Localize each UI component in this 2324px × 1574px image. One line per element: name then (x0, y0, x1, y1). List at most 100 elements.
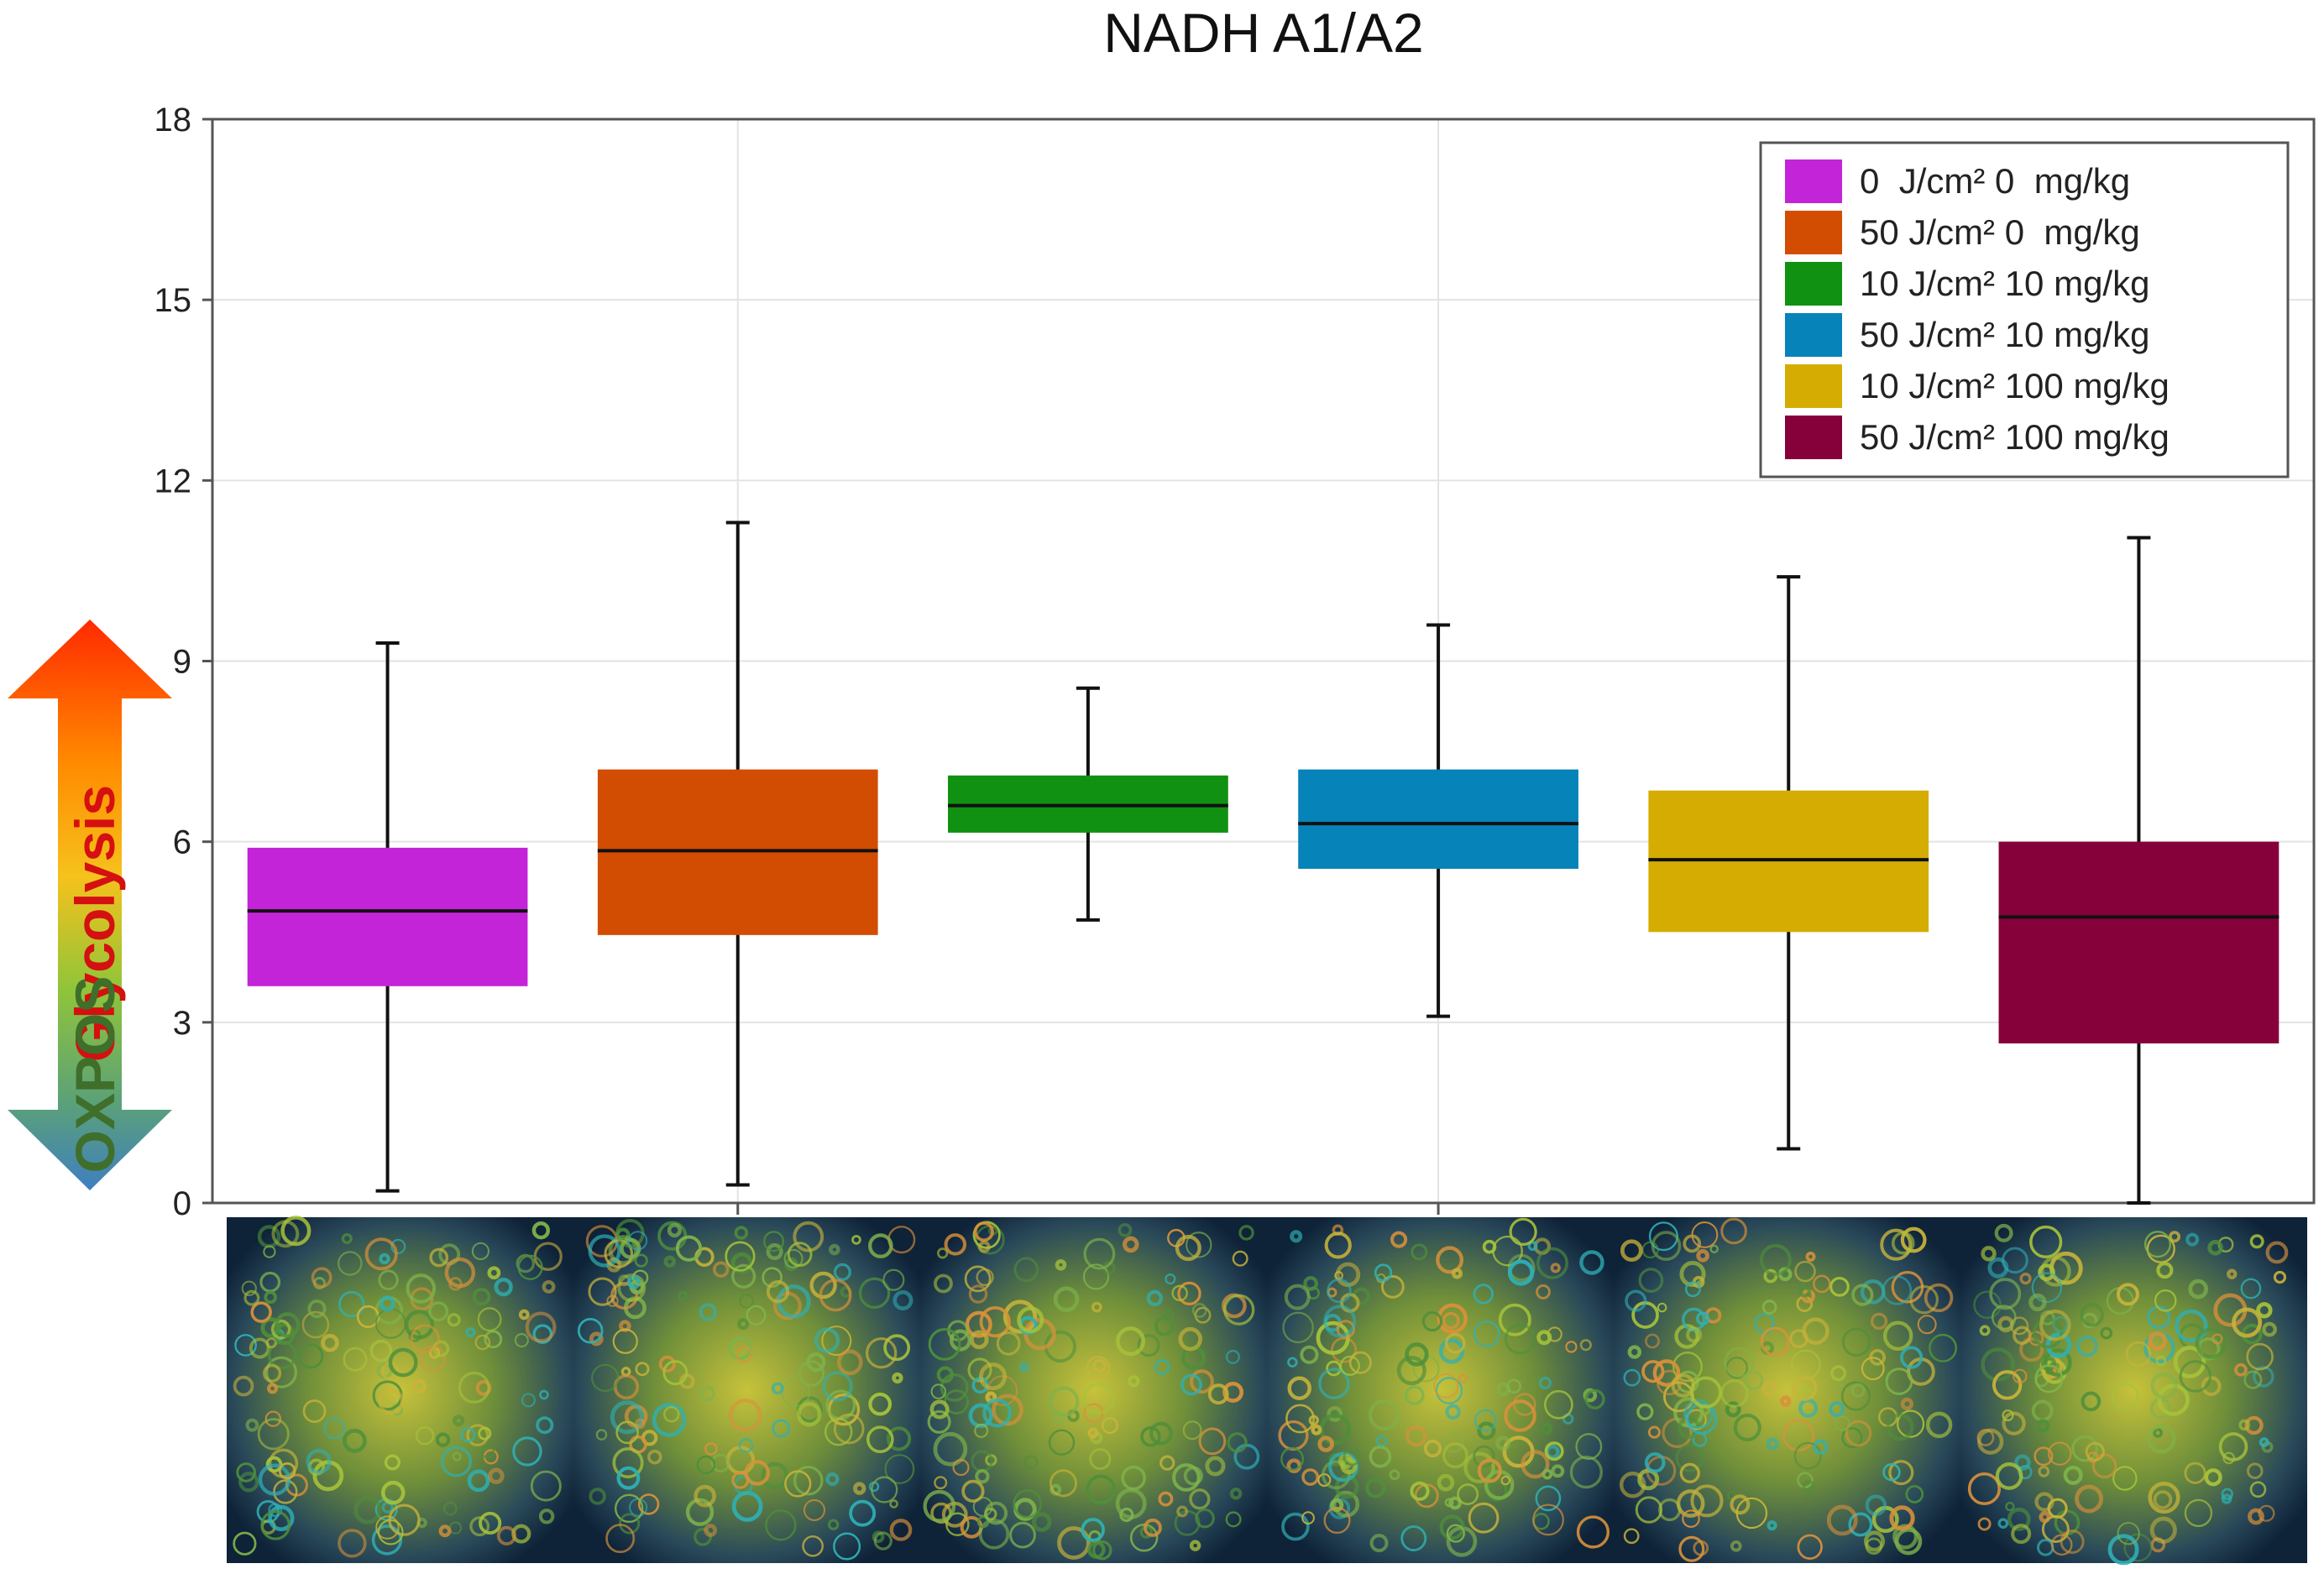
cell (1995, 1462, 2023, 1490)
cell (1023, 1455, 1039, 1470)
cell (1287, 1376, 1311, 1400)
cell (730, 1252, 753, 1274)
cell (699, 1386, 715, 1402)
cell (1128, 1375, 1140, 1388)
cell (2031, 1272, 2063, 1303)
legend-label: 50 J/cm² 100 mg/kg (1860, 417, 2170, 457)
cell (1102, 1417, 1118, 1435)
cell (1805, 1252, 1816, 1262)
cell (961, 1479, 985, 1503)
cell (1813, 1439, 1829, 1455)
cell (1569, 1456, 1603, 1489)
cell (738, 1438, 754, 1453)
cell (1584, 1388, 1605, 1409)
cell (797, 1401, 822, 1427)
cell (731, 1263, 756, 1289)
cell (704, 1524, 718, 1537)
cell (1539, 1422, 1553, 1435)
cell (663, 1405, 680, 1423)
cell (1760, 1326, 1790, 1357)
cell (1227, 1432, 1248, 1453)
legend-swatch (1785, 364, 1842, 408)
cell (1829, 1401, 1845, 1417)
y-tick-label: 18 (154, 102, 192, 139)
cell (1400, 1525, 1427, 1551)
cell (1507, 1259, 1535, 1286)
cell (1979, 1325, 1991, 1336)
legend-label: 50 J/cm² 0 mg/kg (1860, 212, 2140, 252)
cell (2123, 1533, 2153, 1562)
cell (1496, 1382, 1511, 1397)
box-4 (1298, 623, 1578, 1018)
cell (1647, 1425, 1661, 1439)
cell (712, 1261, 730, 1278)
cell (465, 1327, 476, 1338)
cell (605, 1524, 636, 1554)
cell (1123, 1236, 1139, 1253)
cell (238, 1472, 259, 1493)
cell (2211, 1333, 2223, 1345)
cell (1435, 1377, 1463, 1404)
microscopy-image-strip (227, 1216, 2307, 1566)
cell (2243, 1370, 2263, 1389)
cell (882, 1268, 905, 1291)
cell (1301, 1511, 1315, 1525)
cell (1504, 1323, 1536, 1355)
cell (1730, 1540, 1742, 1552)
cell (479, 1511, 502, 1535)
cell (2253, 1366, 2274, 1388)
cell (1619, 1471, 1646, 1498)
cell (929, 1399, 950, 1420)
cell (833, 1263, 851, 1281)
cell (1182, 1420, 1202, 1441)
cell (1282, 1311, 1314, 1344)
cell (1175, 1235, 1201, 1262)
cell (2259, 1437, 2269, 1447)
cell (2155, 1355, 2167, 1367)
y-tick-label: 12 (154, 463, 192, 499)
cell (1900, 1226, 1927, 1253)
cell (1657, 1302, 1667, 1313)
cell (1544, 1441, 1564, 1462)
cell (944, 1233, 967, 1256)
cell (627, 1231, 648, 1251)
cell (1794, 1260, 1816, 1283)
cell (2244, 1415, 2264, 1435)
cell (725, 1241, 756, 1272)
plot-frame (211, 118, 2316, 1205)
cell (889, 1519, 913, 1541)
cell (390, 1238, 406, 1254)
cell (1900, 1397, 1913, 1411)
cell (1679, 1462, 1700, 1483)
cell (2204, 1468, 2222, 1487)
cell (1967, 1472, 2001, 1506)
cell (415, 1425, 435, 1446)
cell (1057, 1526, 1091, 1560)
cell (1636, 1403, 1654, 1420)
cell (494, 1277, 513, 1297)
cell (612, 1446, 644, 1479)
cell (965, 1310, 992, 1338)
cell (298, 1343, 324, 1369)
cell (1410, 1481, 1430, 1501)
cell (2185, 1232, 2200, 1247)
cell (1536, 1330, 1552, 1346)
cell (264, 1410, 282, 1427)
cell (2050, 1534, 2073, 1556)
cell (1437, 1303, 1468, 1334)
cell (978, 1519, 1010, 1550)
cell (1396, 1355, 1426, 1386)
cell (1205, 1456, 1226, 1477)
cell (1623, 1368, 1641, 1387)
cell (809, 1271, 837, 1299)
cell (729, 1399, 762, 1432)
cell (892, 1290, 913, 1311)
cell (1433, 1373, 1459, 1399)
cell (1495, 1435, 1511, 1451)
cell (380, 1480, 406, 1505)
cell (1992, 1370, 2023, 1400)
cell (1841, 1427, 1863, 1449)
cell (2112, 1383, 2139, 1411)
cell (1339, 1355, 1360, 1376)
cell (2019, 1273, 2032, 1285)
